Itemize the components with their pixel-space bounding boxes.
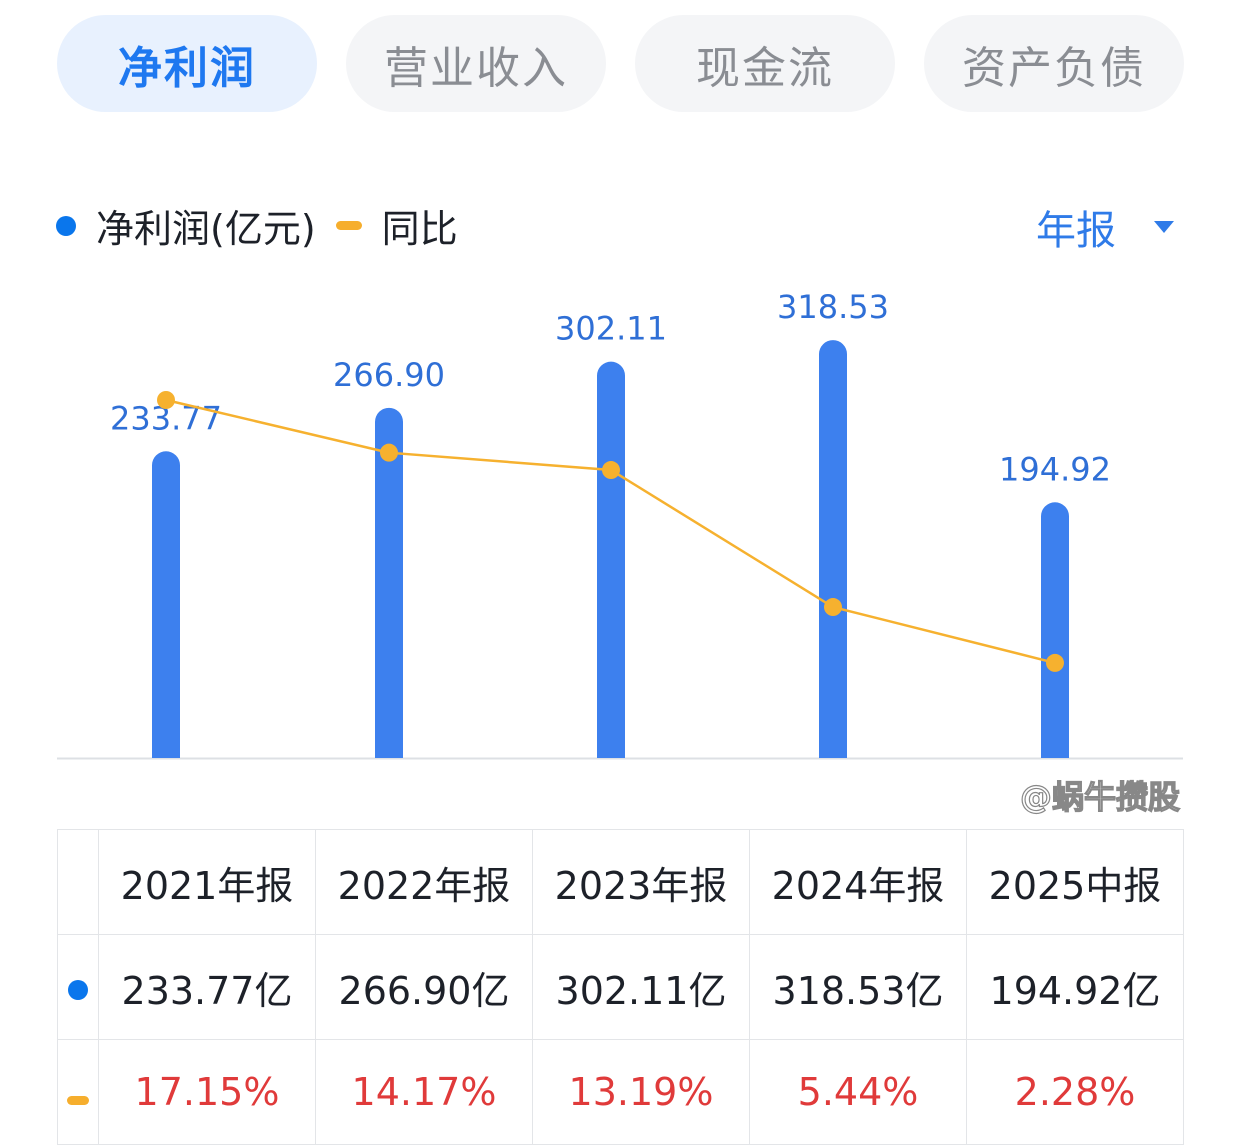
chevron-down-icon [1154, 221, 1174, 233]
tab-balance-sheet[interactable]: 资产负债 [924, 15, 1184, 112]
profit-cell: 194.92亿 [966, 934, 1184, 1040]
yoy-point [602, 461, 620, 480]
period-label: 年报 [1036, 208, 1116, 254]
yoy-cell: 13.19% [532, 1039, 750, 1145]
header-cell: 2023年报 [532, 829, 750, 935]
bar-label: 302.11 [555, 310, 667, 348]
bar-label: 266.90 [333, 356, 445, 394]
bar-label: 318.53 [777, 288, 889, 326]
yoy-point [157, 391, 175, 409]
data-table: 2021年报 2022年报 2023年报 2024年报 2025中报 233.7… [57, 829, 1184, 1145]
profit-cell: 233.77亿 [98, 934, 316, 1040]
profit-legend-dot-icon [56, 215, 76, 236]
row-marker [57, 1039, 99, 1145]
empty-cell [57, 829, 99, 935]
header-cell: 2025中报 [966, 829, 1184, 935]
header-cell: 2024年报 [749, 829, 967, 935]
header-cell: 2021年报 [98, 829, 316, 935]
tab-revenue[interactable]: 营业收入 [346, 15, 606, 112]
yoy-cell: 17.15% [98, 1039, 316, 1145]
yoy-cell: 5.44% [749, 1039, 967, 1145]
header-cell: 2022年报 [315, 829, 533, 935]
table-row-yoy: 17.15% 14.17% 13.19% 5.44% 2.28% [57, 1039, 1184, 1145]
bar [597, 361, 625, 758]
period-selector[interactable]: 年报 [1036, 198, 1174, 256]
yoy-point [1046, 653, 1064, 672]
profit-cell: 302.11亿 [532, 934, 750, 1040]
yoy-legend-dash-icon [335, 221, 362, 230]
watermark: @蜗牛攒股 [1019, 777, 1180, 816]
bar [819, 340, 847, 758]
row-marker [57, 934, 99, 1040]
yoy-point [824, 598, 842, 617]
profit-dot-icon [68, 980, 88, 1000]
table-header-row: 2021年报 2022年报 2023年报 2024年报 2025中报 [57, 829, 1184, 935]
yoy-cell: 2.28% [966, 1039, 1184, 1145]
tab-cash-flow[interactable]: 现金流 [635, 15, 895, 112]
yoy-dash-icon [67, 1096, 89, 1105]
bar [152, 451, 180, 758]
legend-yoy: 同比 [381, 207, 458, 251]
legend-profit: 净利润(亿元) [96, 207, 316, 251]
bar [375, 407, 403, 758]
bar [1041, 502, 1069, 758]
table-row-profit: 233.77亿 266.90亿 302.11亿 318.53亿 194.92亿 [57, 934, 1184, 1040]
bar-label: 194.92 [999, 450, 1111, 488]
profit-cell: 318.53亿 [749, 934, 967, 1040]
chart-legend: 净利润(亿元) 同比 [56, 198, 458, 253]
tab-net-profit[interactable]: 净利润 [57, 15, 317, 112]
profit-cell: 266.90亿 [315, 934, 533, 1040]
yoy-point [380, 443, 398, 462]
yoy-cell: 14.17% [315, 1039, 533, 1145]
